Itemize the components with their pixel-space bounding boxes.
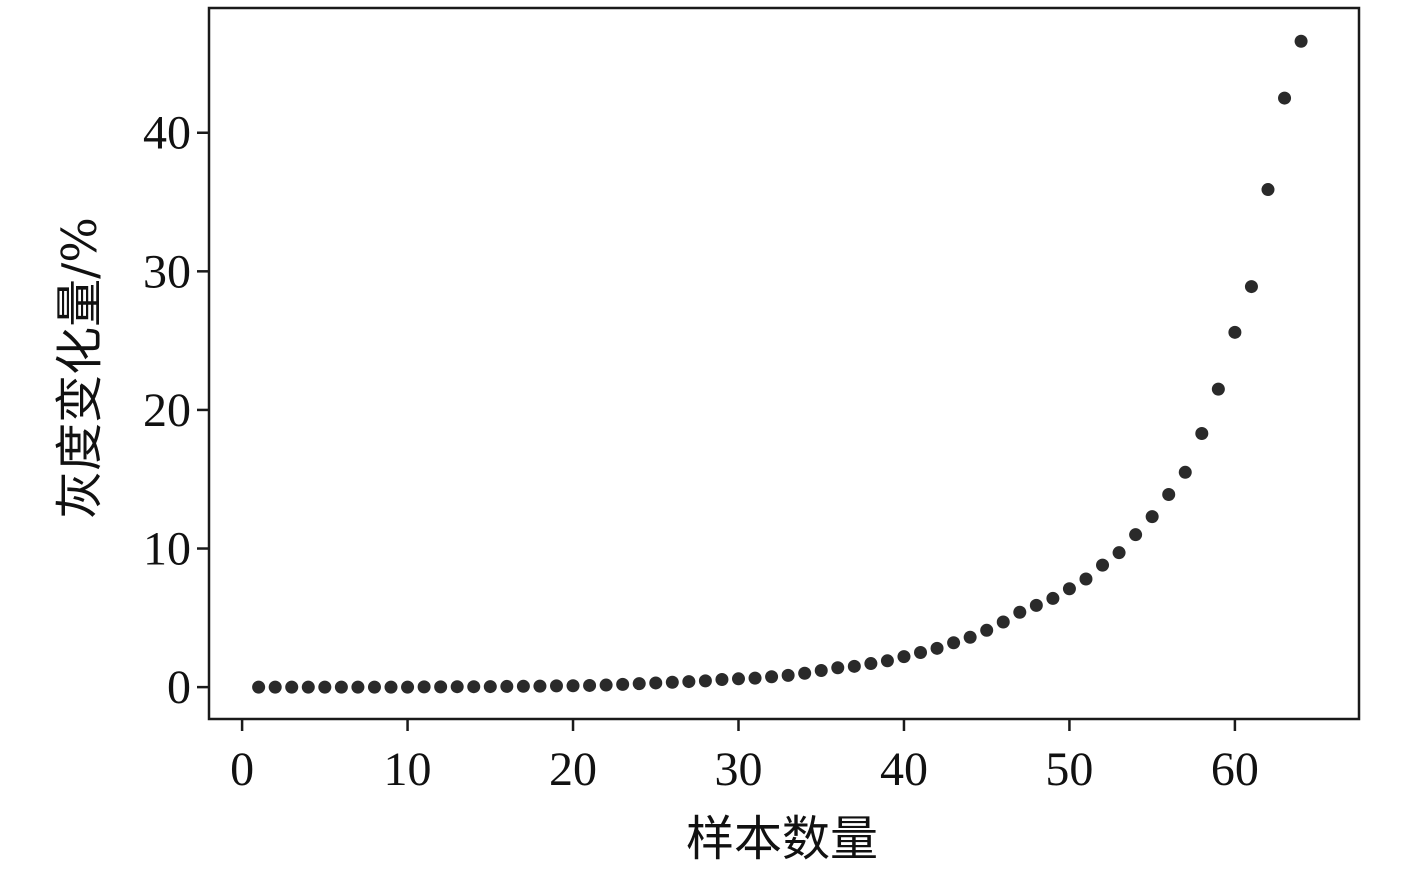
data-point xyxy=(698,674,712,688)
y-tick-label: 20 xyxy=(143,384,191,437)
plot-frame xyxy=(207,6,1361,721)
data-point xyxy=(847,659,861,673)
data-point xyxy=(351,680,365,694)
data-point xyxy=(434,680,448,694)
data-point xyxy=(731,672,745,686)
y-tick-label: 40 xyxy=(143,107,191,160)
data-point xyxy=(880,654,894,668)
data-point xyxy=(583,678,597,692)
data-point xyxy=(1029,598,1043,612)
plot-area xyxy=(252,34,1308,694)
data-point xyxy=(1129,528,1143,542)
x-tick-label: 30 xyxy=(714,743,762,796)
data-point xyxy=(1195,426,1209,440)
x-tick-label: 50 xyxy=(1045,743,1093,796)
data-point xyxy=(483,680,497,694)
data-point xyxy=(1145,510,1159,524)
data-point xyxy=(765,670,779,684)
data-point xyxy=(914,645,928,659)
y-tick-label: 30 xyxy=(143,245,191,298)
data-point xyxy=(549,679,563,693)
data-point xyxy=(384,680,398,694)
data-point xyxy=(516,679,530,693)
data-point xyxy=(814,663,828,677)
data-point xyxy=(947,636,961,650)
x-tick-label: 10 xyxy=(384,743,432,796)
data-point xyxy=(1261,183,1275,197)
data-point xyxy=(450,680,464,694)
data-point xyxy=(897,650,911,664)
data-point xyxy=(318,680,332,694)
data-point xyxy=(599,678,613,692)
data-point xyxy=(798,666,812,680)
data-point xyxy=(682,675,696,689)
data-point xyxy=(367,680,381,694)
x-axis-title: 样本数量 xyxy=(686,811,878,867)
x-tick-label: 60 xyxy=(1211,743,1259,796)
data-point xyxy=(996,615,1010,629)
y-axis: 0 10 20 30 40 xyxy=(143,107,209,714)
x-tick-label: 0 xyxy=(230,743,254,796)
data-point xyxy=(467,680,481,694)
data-point xyxy=(1079,572,1093,586)
data-point xyxy=(649,676,663,690)
data-point xyxy=(1228,325,1242,339)
data-point xyxy=(301,680,315,694)
data-point xyxy=(980,623,994,637)
data-point xyxy=(1278,91,1292,105)
data-point xyxy=(334,680,348,694)
y-tick-label: 10 xyxy=(143,523,191,576)
data-point xyxy=(566,679,580,693)
data-point xyxy=(285,680,299,694)
data-point xyxy=(1096,558,1110,572)
x-axis: 0 10 20 30 40 50 60 xyxy=(230,719,1259,796)
y-axis-title: 灰度变化量/% xyxy=(52,217,108,519)
data-point xyxy=(252,680,266,694)
data-point xyxy=(1013,605,1027,619)
data-point xyxy=(1244,280,1258,294)
data-point xyxy=(500,679,514,693)
data-point xyxy=(1112,546,1126,560)
data-point xyxy=(715,673,729,686)
data-point xyxy=(1162,487,1176,501)
data-point xyxy=(268,680,282,694)
data-point xyxy=(1046,591,1060,605)
data-point xyxy=(1211,382,1225,396)
data-point xyxy=(1178,465,1192,479)
data-point xyxy=(781,668,795,682)
data-point xyxy=(831,661,845,675)
data-point xyxy=(963,630,977,644)
data-point xyxy=(401,680,415,694)
data-point xyxy=(930,641,944,655)
data-point xyxy=(632,677,646,691)
y-tick-label: 0 xyxy=(167,661,191,714)
data-point xyxy=(533,679,547,693)
data-point xyxy=(748,671,762,685)
data-point xyxy=(864,657,878,671)
x-tick-label: 40 xyxy=(880,743,928,796)
data-point xyxy=(1062,582,1076,596)
data-point xyxy=(417,680,431,694)
data-point xyxy=(616,677,630,691)
data-point xyxy=(665,675,679,689)
x-tick-label: 20 xyxy=(549,743,597,796)
data-point xyxy=(1294,34,1308,48)
